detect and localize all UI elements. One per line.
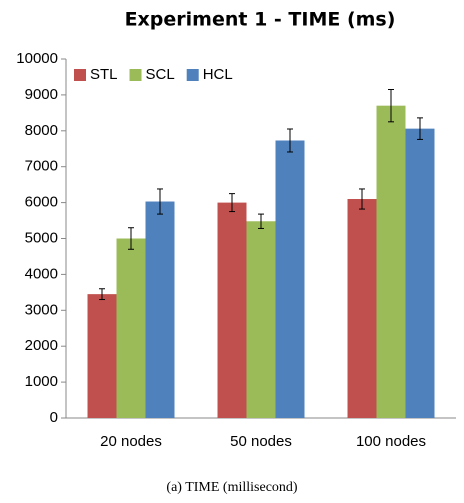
y-tick-label: 6000 xyxy=(25,194,58,211)
legend-label: STL xyxy=(90,66,118,83)
y-tick-label: 8000 xyxy=(25,122,58,139)
y-tick-label: 4000 xyxy=(25,265,58,282)
bar xyxy=(246,221,276,418)
x-tick-label: 20 nodes xyxy=(100,433,162,450)
legend-label: SCL xyxy=(146,66,175,83)
y-tick-label: 3000 xyxy=(25,301,58,318)
y-tick-label: 0 xyxy=(50,409,58,426)
bar xyxy=(347,199,377,418)
y-tick-label: 9000 xyxy=(25,86,58,103)
error-bar xyxy=(229,193,235,213)
y-tick-label: 5000 xyxy=(25,229,58,246)
legend-swatch xyxy=(129,69,142,81)
bar xyxy=(405,128,435,418)
error-bar xyxy=(388,89,394,123)
legend-swatch xyxy=(74,69,86,81)
error-bar xyxy=(287,128,293,153)
bar xyxy=(145,201,175,418)
error-bar xyxy=(157,188,163,215)
error-bar xyxy=(258,213,264,229)
bar xyxy=(217,202,247,418)
x-tick-label: 50 nodes xyxy=(230,433,292,450)
y-tick-label: 10000 xyxy=(16,50,58,67)
error-bar xyxy=(128,227,134,250)
bar xyxy=(87,294,117,418)
legend-label: HCL xyxy=(203,66,233,83)
legend-swatch xyxy=(186,69,199,81)
bar xyxy=(275,140,305,419)
x-tick-label: 100 nodes xyxy=(356,433,426,450)
bar xyxy=(376,105,406,419)
chart-title: Experiment 1 - TIME (ms) xyxy=(125,9,396,31)
caption: (a) TIME (millisecond) xyxy=(166,480,297,495)
error-bar xyxy=(99,288,105,301)
bar xyxy=(116,238,146,418)
y-tick-label: 1000 xyxy=(25,373,58,390)
error-bar xyxy=(359,188,365,210)
error-bar xyxy=(417,117,423,140)
y-tick-label: 7000 xyxy=(25,158,58,175)
y-tick-label: 2000 xyxy=(25,337,58,354)
